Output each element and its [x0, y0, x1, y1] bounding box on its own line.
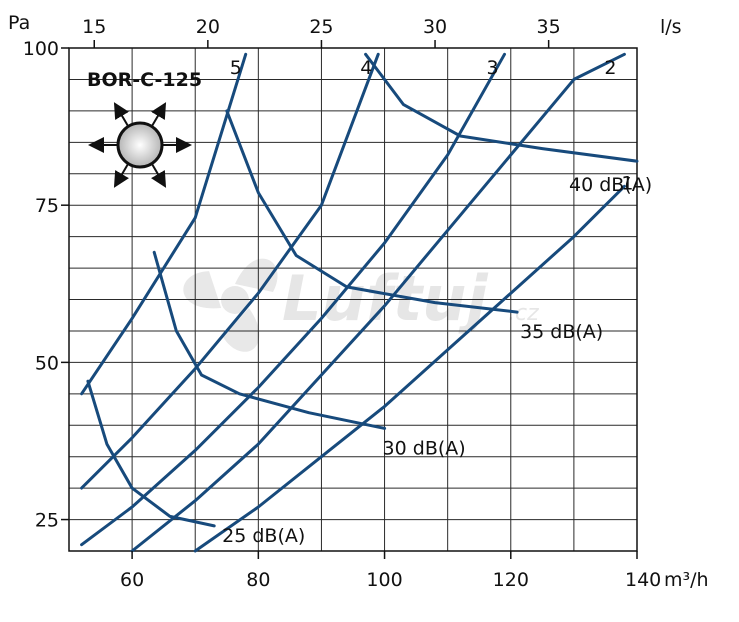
speed-curve-5 [80, 52, 248, 396]
y-tick-label: 75 [35, 195, 59, 217]
speed-curve-2 [130, 52, 626, 553]
x2-tick-label: 35 [537, 16, 561, 38]
noise-curve-label: 40 dB(A) [569, 174, 652, 196]
speed-curve-label: 2 [604, 57, 616, 79]
plot-border [68, 47, 638, 552]
speed-curve-label: 4 [360, 57, 372, 79]
speed-curve-label: 3 [486, 57, 498, 79]
noise-curve-2 [152, 250, 387, 430]
y-tick-label: 100 [23, 38, 59, 60]
x-tick-label: 60 [120, 569, 144, 591]
speed-curve-label: 5 [230, 57, 242, 79]
y-tick-label: 25 [35, 510, 59, 532]
chart-title: BOR-C-125 [87, 69, 202, 91]
x2-tick-label: 15 [82, 16, 106, 38]
curve-labels: 1 2 3 4 5 25 dB(A) 30 dB(A) 35 dB(A) 40 dB(A) [222, 57, 652, 547]
plot-frame [68, 47, 638, 552]
noise-curve-label: 25 dB(A) [222, 525, 305, 547]
x2-tick-label: 30 [423, 16, 447, 38]
y-axis-unit: Pa [8, 12, 30, 34]
y-tick-label: 50 [35, 352, 59, 374]
noise-curve-label: 30 dB(A) [383, 437, 466, 459]
model-legend: BOR-C-125 [87, 69, 202, 188]
fan-logo-watermark [183, 258, 278, 352]
x-tick-label: 100 [366, 569, 402, 591]
noise-curve-3 [225, 109, 519, 314]
outlet-arrows-icon [88, 102, 192, 188]
x2-tick-label: 25 [309, 16, 333, 38]
speed-curve-label: 1 [621, 172, 633, 194]
noise-curve-4 [364, 52, 639, 163]
speed-curve-1 [193, 184, 626, 553]
x-axis-unit: m³/h [664, 569, 709, 591]
speed-curve-4 [80, 52, 380, 490]
x2-tick-label: 20 [196, 16, 220, 38]
noise-curve-1 [86, 379, 216, 528]
watermark-suffix: .cz [508, 301, 539, 326]
curves [80, 52, 639, 553]
x2-axis-unit: l/s [660, 16, 682, 38]
x-tick-label: 140 [625, 569, 661, 591]
x-tick-label: 80 [246, 569, 270, 591]
x-tick-label: 120 [493, 569, 529, 591]
watermark: Luftuj .cz [183, 258, 539, 352]
noise-curve-label: 35 dB(A) [520, 321, 603, 343]
grid [69, 48, 637, 551]
watermark-brand: Luftuj [282, 262, 488, 335]
